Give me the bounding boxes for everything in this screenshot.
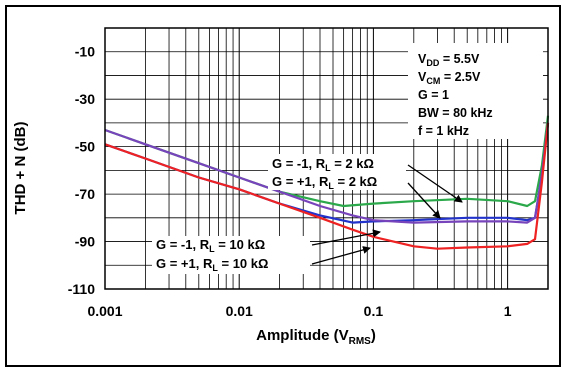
y-axis-label: THD + N (dB) [12, 122, 29, 215]
label-g-1-rl-10k: G = -1, RL = 10 kΩ [156, 237, 265, 254]
arrow-g-1-2k [407, 164, 463, 203]
condition-gain: G = 1 [418, 88, 449, 102]
x-tick-labels: 0.001 0.01 0.1 1 [87, 303, 511, 319]
annotation-arrows [311, 164, 463, 265]
y-tick-label: -50 [75, 139, 95, 155]
series-line-3 [104, 122, 550, 224]
x-tick-label: 0.001 [87, 303, 122, 319]
label-g+1-rl-2k: G = +1, RL = 2 kΩ [272, 174, 377, 191]
annotation-10k-bg [152, 236, 310, 274]
condition-vcm: VCM = 2.5V [418, 70, 481, 86]
annotation-10k: G = -1, RL = 10 kΩ G = +1, RL = 10 kΩ [152, 236, 310, 274]
label-g+1-rl-10k: G = +1, RL = 10 kΩ [156, 256, 268, 273]
x-tick-label: 0.01 [226, 303, 253, 319]
x-axis-label: Amplitude (VRMS) [256, 327, 376, 347]
y-tick-label: -30 [75, 91, 95, 107]
arrow-g+1-2k [407, 182, 441, 219]
condition-freq: f = 1 kHz [418, 124, 469, 138]
y-tick-label: -70 [75, 186, 95, 202]
label-g-1-rl-2k: G = -1, RL = 2 kΩ [272, 156, 374, 173]
data-series [104, 115, 550, 250]
y-tick-label: -90 [75, 234, 95, 250]
x-tick-label: 0.1 [364, 303, 384, 319]
conditions-box-bg [408, 43, 543, 139]
x-tick-label: 1 [504, 303, 512, 319]
conditions-box: VDD = 5.5V VCM = 2.5V G = 1 BW = 80 kHz … [408, 43, 543, 139]
arrow-g+1-10k [311, 246, 371, 265]
plot-border [104, 27, 549, 290]
y-tick-label: -10 [75, 44, 95, 60]
annotation-2k: G = -1, RL = 2 kΩ G = +1, RL = 2 kΩ [268, 154, 406, 191]
y-tick-label: -110 [68, 281, 95, 297]
condition-bw: BW = 80 kHz [418, 106, 493, 120]
series-line-4 [104, 122, 550, 250]
annotation-2k-bg [268, 154, 406, 190]
condition-vdd: VDD = 5.5V [418, 52, 480, 68]
y-tick-labels: -10 -30 -50 -70 -90 -110 [68, 44, 95, 297]
arrow-g-1-10k [311, 229, 381, 246]
